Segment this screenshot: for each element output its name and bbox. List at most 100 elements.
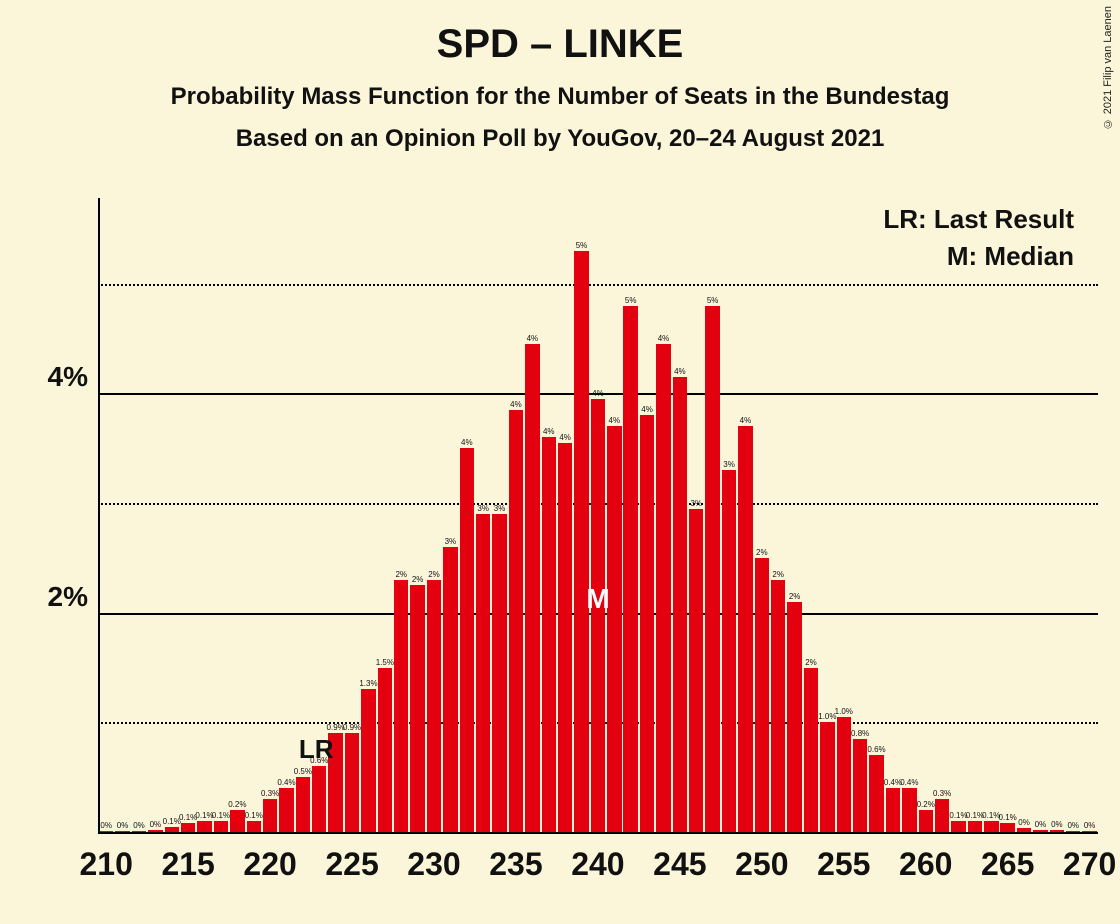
bar-wrap: 0.1% (196, 821, 212, 832)
bar-value-label: 2% (412, 575, 424, 584)
bar: 1.0% (820, 722, 834, 832)
bar-wrap: 4%235 (508, 410, 524, 832)
bar-wrap: 3% (491, 514, 507, 832)
x-tick-label: 255 (817, 846, 870, 883)
bar: 4% (558, 443, 572, 832)
bar-value-label: 1.3% (359, 679, 377, 688)
bar-value-label: 0.9% (343, 723, 361, 732)
bar-wrap: 5% (573, 251, 589, 832)
bar: 0.4% (886, 788, 900, 832)
bar-value-label: 2% (756, 548, 768, 557)
bar: 4% (607, 426, 621, 832)
bar: 4% (525, 344, 539, 832)
bar-wrap: 0.4% (901, 788, 917, 832)
bar-value-label: 4% (543, 427, 555, 436)
y-tick-label: 4% (8, 361, 88, 393)
bar-value-label: 4% (740, 416, 752, 425)
bar: 4% (656, 344, 670, 832)
bar: 4% (542, 437, 556, 832)
bar-value-label: 0.4% (277, 778, 295, 787)
copyright-text: © 2021 Filip van Laenen (1102, 6, 1114, 129)
bar-value-label: 0% (150, 820, 162, 829)
bar-value-label: 5% (576, 241, 588, 250)
chart-basis-line: Based on an Opinion Poll by YouGov, 20–2… (0, 125, 1120, 153)
bar: 0.4% (279, 788, 293, 832)
bar-wrap: 0.5% (295, 777, 311, 832)
bar-wrap: 0.2% (229, 810, 245, 832)
bar-value-label: 4% (527, 334, 539, 343)
bar: 5% (574, 251, 588, 832)
x-tick-label: 250 (735, 846, 788, 883)
bar: 0.8% (853, 739, 867, 832)
bar-wrap: 2%230 (426, 580, 442, 832)
bar-value-label: 0% (100, 821, 112, 830)
x-tick-label: 265 (981, 846, 1034, 883)
bar-wrap: 5% (704, 306, 720, 832)
bar-wrap: 2% (393, 580, 409, 832)
bar-wrap: 0.2%260 (918, 810, 934, 832)
bar: 0.1% (197, 821, 211, 832)
bar: 3% (722, 470, 736, 832)
bar: 4% (640, 415, 654, 832)
bar-value-label: 0.8% (851, 729, 869, 738)
bar-value-label: 5% (707, 296, 719, 305)
bar-wrap: 0.3% (934, 799, 950, 832)
chart-subtitle: Probability Mass Function for the Number… (0, 83, 1120, 111)
bar: 2% (427, 580, 441, 832)
x-tick-label: 225 (325, 846, 378, 883)
bar: 0.1% (951, 821, 965, 832)
bar-wrap: 0.9%225 (344, 733, 360, 832)
bar: 0.2% (230, 810, 244, 832)
bar-wrap: 1.0% (819, 722, 835, 832)
bar-value-label: 0.5% (294, 767, 312, 776)
bar-value-label: 0% (1067, 821, 1079, 830)
x-tick-label: 230 (407, 846, 460, 883)
bar-value-label: 0% (1084, 821, 1096, 830)
bar: 5% (623, 306, 637, 832)
chart-title: SPD – LINKE (0, 22, 1120, 67)
bar: 4% (738, 426, 752, 832)
bar: 0.1% (181, 823, 195, 832)
bar-value-label: 0.4% (900, 778, 918, 787)
bar-value-label: 2% (395, 570, 407, 579)
bar: 0.4% (902, 788, 916, 832)
bar: 3% (492, 514, 506, 832)
bar-value-label: 4% (609, 416, 621, 425)
lr-marker: LR (299, 734, 334, 765)
x-tick-label: 260 (899, 846, 952, 883)
bar-value-label: 0% (1018, 818, 1030, 827)
bar-value-label: 2% (428, 570, 440, 579)
bar: 4% (460, 448, 474, 832)
bar-wrap: 2%250 (754, 558, 770, 832)
bar-value-label: 0.1% (999, 813, 1017, 822)
bar-value-label: 0% (1051, 820, 1063, 829)
bar: 0.9% (345, 733, 359, 832)
bar-value-label: 2% (772, 570, 784, 579)
bar-value-label: 0% (133, 821, 145, 830)
title-block: SPD – LINKE Probability Mass Function fo… (0, 0, 1120, 153)
bar: 0.1% (214, 821, 228, 832)
bar: 4% (591, 399, 605, 832)
bar-wrap: 0.1% (983, 821, 999, 832)
bar-wrap: 4% (524, 344, 540, 832)
bar-value-label: 0.3% (933, 789, 951, 798)
bar: 0.1% (1000, 823, 1014, 832)
bar-wrap: 2% (786, 602, 802, 832)
bar: 3% (443, 547, 457, 832)
bar-value-label: 0.3% (261, 789, 279, 798)
bar: 2% (394, 580, 408, 832)
bar-wrap: 3% (688, 509, 704, 832)
bar-wrap: 0.1% (950, 821, 966, 832)
bar: 0.2% (919, 810, 933, 832)
bar: 0.3% (263, 799, 277, 832)
bar-wrap: 3% (721, 470, 737, 832)
bar-value-label: 2% (805, 658, 817, 667)
bar-wrap: 0.1%215 (180, 823, 196, 832)
bar-value-label: 2% (789, 592, 801, 601)
bar-value-label: 0.1% (212, 811, 230, 820)
bar-value-label: 3% (445, 537, 457, 546)
bar: 1.0% (837, 717, 851, 832)
median-marker: M (586, 583, 609, 615)
y-axis (98, 198, 100, 834)
bar: 0.6% (312, 766, 326, 832)
